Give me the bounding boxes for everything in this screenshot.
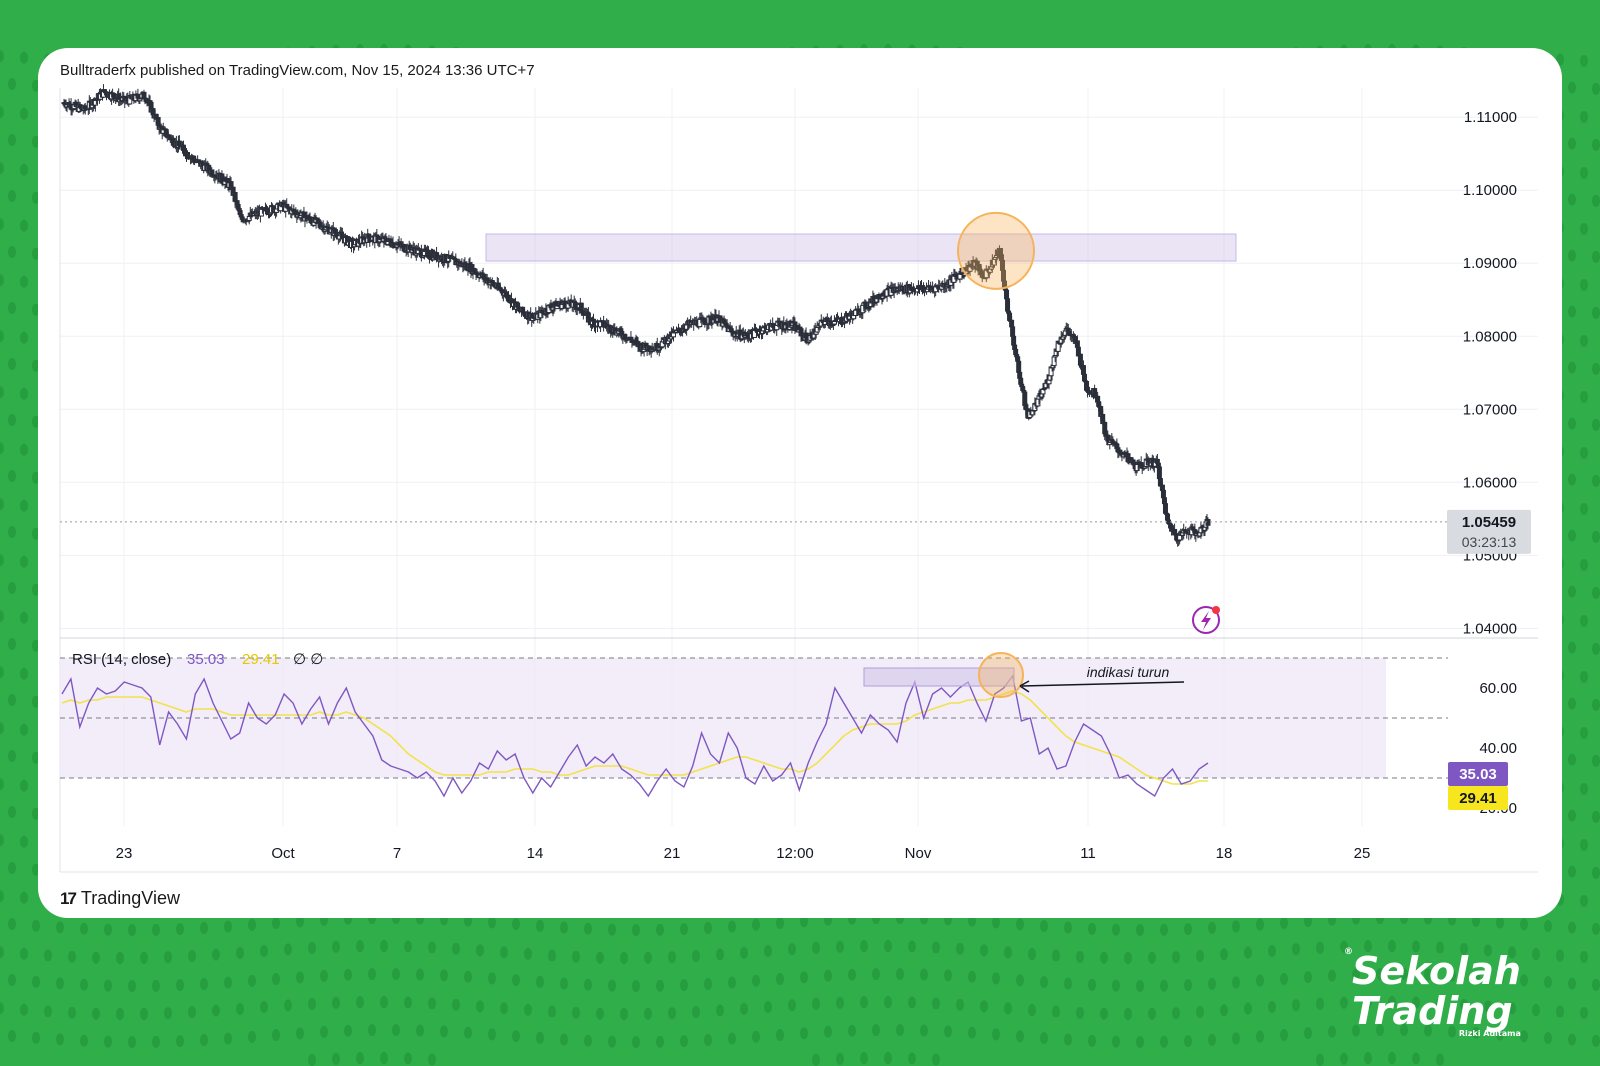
price-tick-label: 1.08000 — [1463, 328, 1517, 345]
candle-body — [1016, 360, 1022, 373]
time-tick-label: 21 — [664, 845, 681, 862]
background-dot — [1592, 362, 1600, 375]
background-dot — [8, 78, 16, 90]
background-dot — [1568, 305, 1576, 318]
time-tick-label: 12:00 — [776, 845, 814, 862]
time-tick-label: 11 — [1080, 845, 1096, 862]
time-tick-label: 18 — [1216, 845, 1233, 862]
background-dot — [1568, 137, 1576, 150]
background-dot — [1568, 361, 1576, 374]
lightning-dot — [1212, 606, 1220, 614]
rsi-value-label: 35.03 — [1459, 766, 1497, 783]
candle-body — [1177, 534, 1183, 541]
time-tick-label: 25 — [1354, 845, 1371, 862]
background-dot — [8, 134, 16, 146]
brand-line-1: Sekolah — [1352, 949, 1521, 993]
rsi-legend-title: RSI (14, close) — [72, 651, 171, 668]
background-dot — [0, 162, 4, 174]
highlight-circle-rsi — [978, 652, 1024, 698]
background-dot — [8, 358, 16, 370]
lightning-alert-icon[interactable] — [1192, 606, 1220, 634]
background-dot — [20, 51, 28, 64]
annotation-label: indikasi turun — [1087, 664, 1170, 680]
rsi-legend-value: 35.03 — [187, 651, 225, 668]
time-tick-label: 7 — [393, 845, 401, 862]
background-dot — [0, 274, 4, 286]
time-tick-label: Oct — [271, 845, 295, 862]
background-dot — [1580, 222, 1588, 235]
registered-mark: ® — [1344, 947, 1353, 957]
candle-body — [1007, 312, 1013, 321]
background-dot — [0, 50, 4, 62]
background-dot — [8, 302, 16, 314]
highlight-circle-price — [957, 211, 1035, 290]
price-tick-label: 1.10000 — [1463, 182, 1517, 199]
rsi-legend-extra: ∅ ∅ — [293, 651, 323, 668]
background-dot — [1580, 54, 1588, 67]
rsi-tick-label: 40.00 — [1479, 740, 1517, 757]
background-dot — [1580, 166, 1588, 179]
background-dot — [0, 386, 4, 398]
tradingview-logo-text: TradingView — [80, 888, 180, 908]
background-dot — [20, 387, 28, 400]
background-dot — [0, 218, 4, 230]
background-dot — [20, 275, 28, 288]
brand-logo: ® Sekolah Trading Rizki Aditama — [1344, 948, 1521, 1038]
background-dot — [1580, 110, 1588, 123]
candle-body — [1205, 519, 1211, 526]
price-tick-label: 1.07000 — [1463, 401, 1517, 418]
background-dot — [0, 106, 4, 118]
background-dot — [1592, 306, 1600, 319]
candle-body — [366, 233, 372, 239]
candle-body — [1162, 503, 1168, 514]
candle-body — [1156, 466, 1162, 480]
price-tick-label: 1.09000 — [1463, 255, 1517, 272]
rsi-ma-legend-value: 29.41 — [242, 651, 280, 668]
background-dot — [1580, 334, 1588, 347]
rsi-ma-label: 29.41 — [1459, 790, 1497, 807]
brand-line-2: Trading — [1352, 989, 1513, 1033]
background-dot — [1580, 278, 1588, 291]
background-dot — [1568, 193, 1576, 206]
background-dot — [0, 330, 4, 342]
time-tick-label: Nov — [905, 845, 932, 862]
resistance-zone — [485, 233, 1237, 262]
background-dot — [1592, 194, 1600, 207]
last-price-label: 1.05459 — [1462, 514, 1516, 531]
candles — [61, 84, 1211, 547]
price-tick-label: 1.06000 — [1463, 474, 1517, 491]
background-dot — [1568, 81, 1576, 94]
background-dot — [1592, 138, 1600, 151]
background-dot — [1568, 249, 1576, 262]
time-tick-label: 23 — [116, 845, 133, 862]
background-dot — [20, 163, 28, 176]
brand-sub: Rizki Aditama — [1458, 1029, 1521, 1038]
rsi-tick-label: 60.00 — [1479, 680, 1517, 697]
price-tick-label: 1.11000 — [1464, 109, 1517, 126]
tradingview-logo-icon: 17 — [60, 888, 77, 908]
candle-body — [1102, 421, 1108, 435]
background-dot — [20, 219, 28, 232]
countdown-label: 03:23:13 — [1462, 534, 1517, 550]
background-dot — [20, 331, 28, 344]
background-dot — [8, 190, 16, 202]
time-tick-label: 14 — [527, 845, 544, 862]
background-dot — [20, 107, 28, 120]
price-tick-label: 1.04000 — [1463, 620, 1517, 637]
candle-body — [111, 93, 117, 98]
background-dot — [1592, 82, 1600, 95]
background-dot — [1592, 250, 1600, 263]
tradingview-logo[interactable]: 17 TradingView — [60, 888, 180, 909]
background-dot — [8, 246, 16, 258]
